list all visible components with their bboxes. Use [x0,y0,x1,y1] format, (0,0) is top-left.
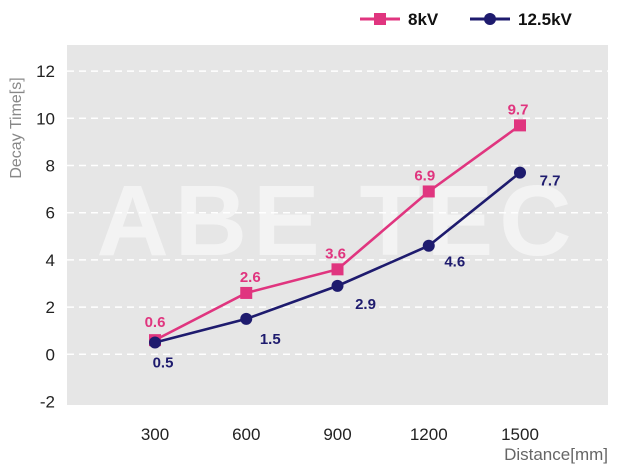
data-label: 0.5 [153,355,174,372]
data-point-12-5kv [331,279,344,292]
legend-12-5kv-label: 12.5kV [518,10,573,29]
x-tick-label: 600 [232,425,260,444]
data-label: 4.6 [444,254,465,271]
data-label: 7.7 [540,173,561,190]
legend-8kv-label: 8kV [408,10,439,29]
x-tick-label: 300 [141,425,169,444]
y-tick-label: 12 [36,62,55,81]
x-tick-label: 900 [323,425,351,444]
series-group: 0.6 2.6 3.6 6.9 9.7 0.5 1.5 2.9 4.6 7.7 [145,101,561,371]
grid-lines [67,70,608,356]
legend-8kv-marker [374,13,386,25]
data-point-8kv [331,263,344,276]
y-tick-label: 4 [46,251,55,270]
data-point-12-5kv [149,336,161,349]
data-point-8kv [514,119,526,132]
x-axis-label: Distance[mm] [504,445,608,464]
data-point-12-5kv [422,239,435,252]
data-point-8kv [422,185,435,198]
y-tick-label: 6 [46,204,55,223]
y-tick-labels: -2 0 2 4 6 8 10 12 [36,62,55,411]
data-label: 6.9 [414,167,435,184]
data-label: 2.6 [240,269,261,286]
x-tick-label: 1200 [410,425,448,444]
y-tick-label: 10 [36,109,55,128]
x-tick-label: 1500 [501,425,539,444]
watermark: ABE TEC [97,165,578,277]
y-tick-label: 2 [46,298,55,317]
data-label: 3.6 [325,245,346,262]
x-tick-labels: 300 600 900 1200 1500 [141,425,539,444]
data-label: 9.7 [508,101,529,118]
data-point-12-5kv [240,312,253,325]
legend-12-5kv-marker [484,13,496,25]
data-point-8kv [240,286,253,299]
y-tick-label: -2 [40,393,55,412]
data-point-12-5kv [514,166,526,179]
legend: 8kV 12.5kV [360,10,573,29]
data-label: 1.5 [260,331,281,348]
data-label: 0.6 [145,314,166,331]
y-tick-label: 8 [46,157,55,176]
data-label: 2.9 [355,296,376,313]
y-tick-label: 0 [46,345,55,364]
y-axis-label: Decay Time[s] [8,77,25,178]
